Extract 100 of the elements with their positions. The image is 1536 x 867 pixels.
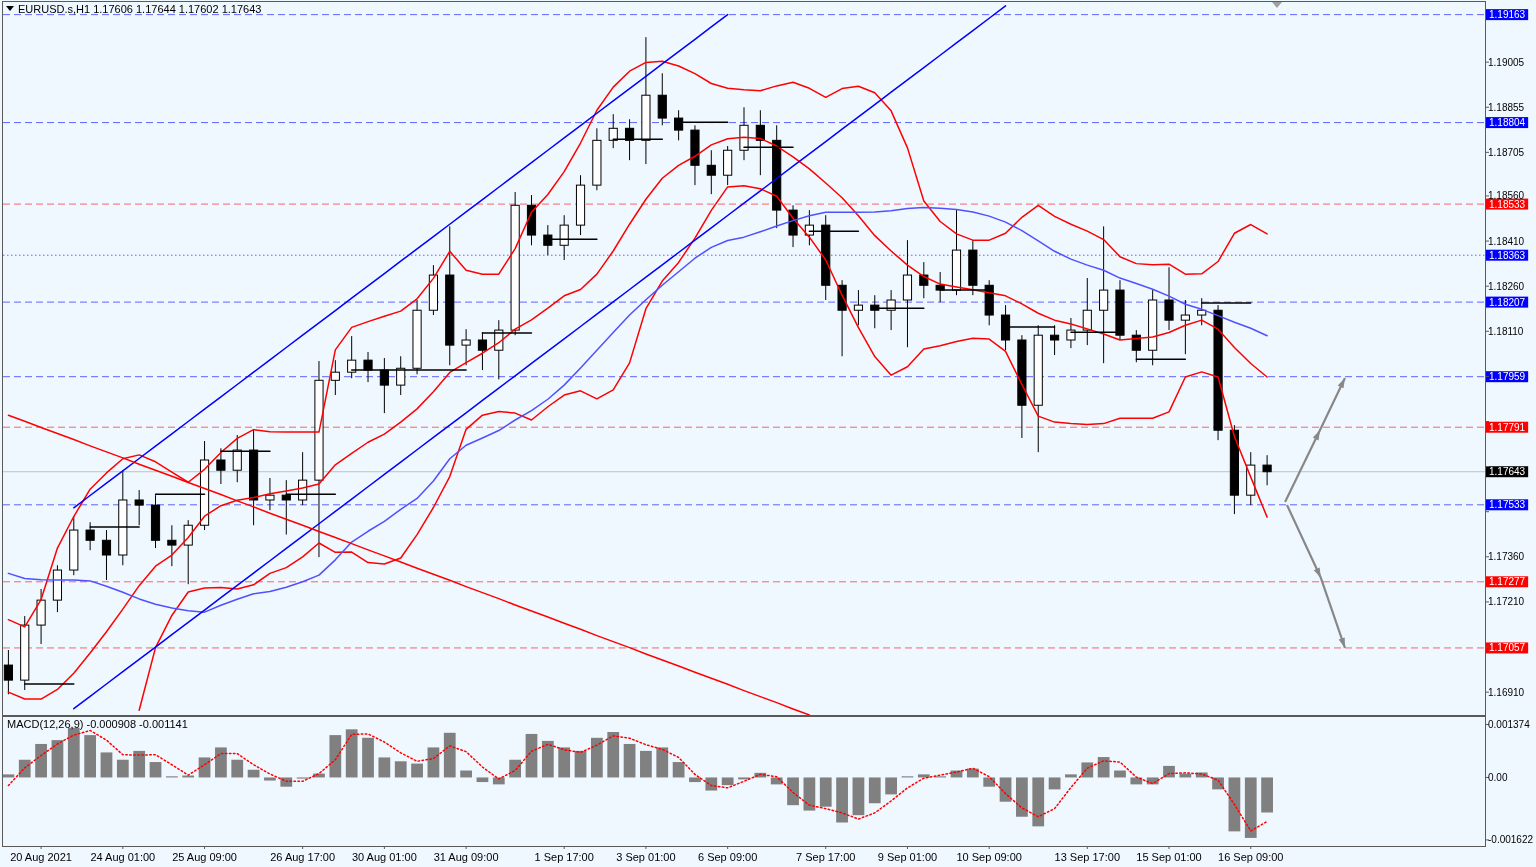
bar: [231, 759, 244, 778]
bar: [1016, 777, 1028, 817]
bar: [509, 759, 522, 778]
candlestick: [167, 524, 177, 567]
x-tick-label: 7 Sep 17:00: [796, 851, 856, 863]
bar: [1130, 777, 1143, 785]
bar: [1228, 777, 1241, 832]
x-tick-label: 30 Aug 01:00: [351, 851, 417, 863]
bar: [819, 777, 832, 807]
bar: [1048, 777, 1061, 790]
y-tick-label: 1.18855: [1488, 101, 1525, 113]
bar: [689, 777, 701, 783]
x-tick-label: 20 Aug 2021: [10, 851, 72, 863]
y-tick-label: -0.001622: [1488, 834, 1534, 846]
bar: [983, 777, 996, 787]
bar: [640, 750, 652, 778]
line-series: [7, 206, 1268, 613]
candlestick: [853, 289, 864, 326]
ref-line-label: 1.17959: [1489, 371, 1526, 383]
candlestick: [1180, 299, 1190, 355]
bar: [721, 777, 734, 786]
candlestick: [1197, 297, 1207, 326]
bar: [362, 737, 374, 778]
bar: [623, 743, 636, 778]
ref-line-label: 1.17533: [1489, 499, 1526, 511]
ref-line-label: 1.18207: [1489, 296, 1526, 308]
y-tick-label: 1.17360: [1488, 551, 1525, 563]
y-tick-label: 1.18410: [1488, 235, 1525, 247]
candlestick: [559, 214, 569, 261]
chart-title: EURUSD.s,H1 1.17606 1.17644 1.17602 1.17643: [18, 3, 262, 15]
x-tick-label: 15 Sep 01:00: [1136, 851, 1202, 863]
bar: [264, 777, 276, 781]
y-tick-label: 0.00: [1488, 771, 1508, 783]
candlestick: [216, 447, 226, 485]
bar: [1032, 777, 1045, 827]
candlestick: [281, 479, 291, 536]
bar: [280, 777, 293, 787]
bar: [558, 747, 571, 778]
candlestick: [1164, 266, 1174, 331]
bar: [541, 740, 554, 778]
bar: [1261, 777, 1273, 813]
bar: [492, 777, 505, 785]
x-tick-label: 13 Sep 17:00: [1054, 851, 1121, 863]
bar: [476, 777, 489, 783]
bar: [1097, 757, 1110, 778]
bar: [329, 735, 342, 778]
candlestick: [265, 477, 275, 511]
bar: [656, 747, 669, 778]
y-tick-label: 1.19005: [1488, 56, 1525, 68]
bar: [215, 747, 227, 778]
y-tick-label: 1.16910: [1488, 686, 1525, 698]
bar: [803, 777, 816, 811]
bar: [1244, 777, 1257, 838]
ref-line-label: 1.19163: [1489, 9, 1526, 21]
candlestick: [1082, 277, 1092, 346]
candlestick: [919, 261, 929, 299]
bar: [149, 762, 162, 778]
line-series: [73, 13, 729, 509]
y-tick-label: 1.18705: [1488, 146, 1525, 158]
candlestick: [232, 434, 242, 483]
bar: [672, 762, 685, 778]
bar: [885, 777, 898, 795]
x-tick-label: 16 Sep 09:00: [1218, 851, 1284, 863]
bar: [378, 757, 391, 778]
candlestick: [461, 328, 471, 366]
candlestick: [379, 357, 389, 414]
ref-line-label: 1.17791: [1489, 421, 1526, 433]
x-tick-label: 9 Sep 01:00: [877, 851, 938, 863]
x-tick-label: 31 Aug 09:00: [433, 851, 499, 863]
bar: [84, 735, 97, 778]
bar: [35, 743, 47, 778]
y-tick-label: 1.18110: [1488, 325, 1524, 337]
candlestick: [1262, 454, 1272, 486]
bar: [999, 777, 1012, 802]
candlestick: [935, 271, 945, 303]
candlestick: [657, 72, 667, 126]
candlestick: [298, 451, 308, 506]
bar: [443, 732, 456, 778]
candlestick: [347, 335, 357, 379]
bar: [868, 777, 881, 804]
x-tick-label: 10 Sep 09:00: [956, 851, 1022, 863]
bar: [770, 777, 783, 785]
candlestick: [706, 149, 716, 195]
candlestick: [3, 649, 13, 695]
x-tick-label: 6 Sep 09:00: [697, 851, 758, 863]
bar: [100, 752, 113, 778]
bar: [394, 761, 407, 778]
candlestick: [1050, 324, 1060, 356]
bar: [852, 777, 865, 816]
bar: [1065, 774, 1077, 778]
ref-line-label: 1.17277: [1489, 576, 1526, 588]
candlestick: [543, 224, 553, 256]
x-tick-label: 3 Sep 01:00: [616, 851, 676, 863]
bar: [411, 763, 423, 778]
candlestick: [1099, 225, 1109, 364]
candlestick: [183, 519, 193, 585]
x-tick-label: 1 Sep 17:00: [534, 851, 594, 863]
candlestick: [1131, 329, 1141, 363]
bar: [133, 750, 146, 778]
candlestick: [870, 294, 880, 329]
